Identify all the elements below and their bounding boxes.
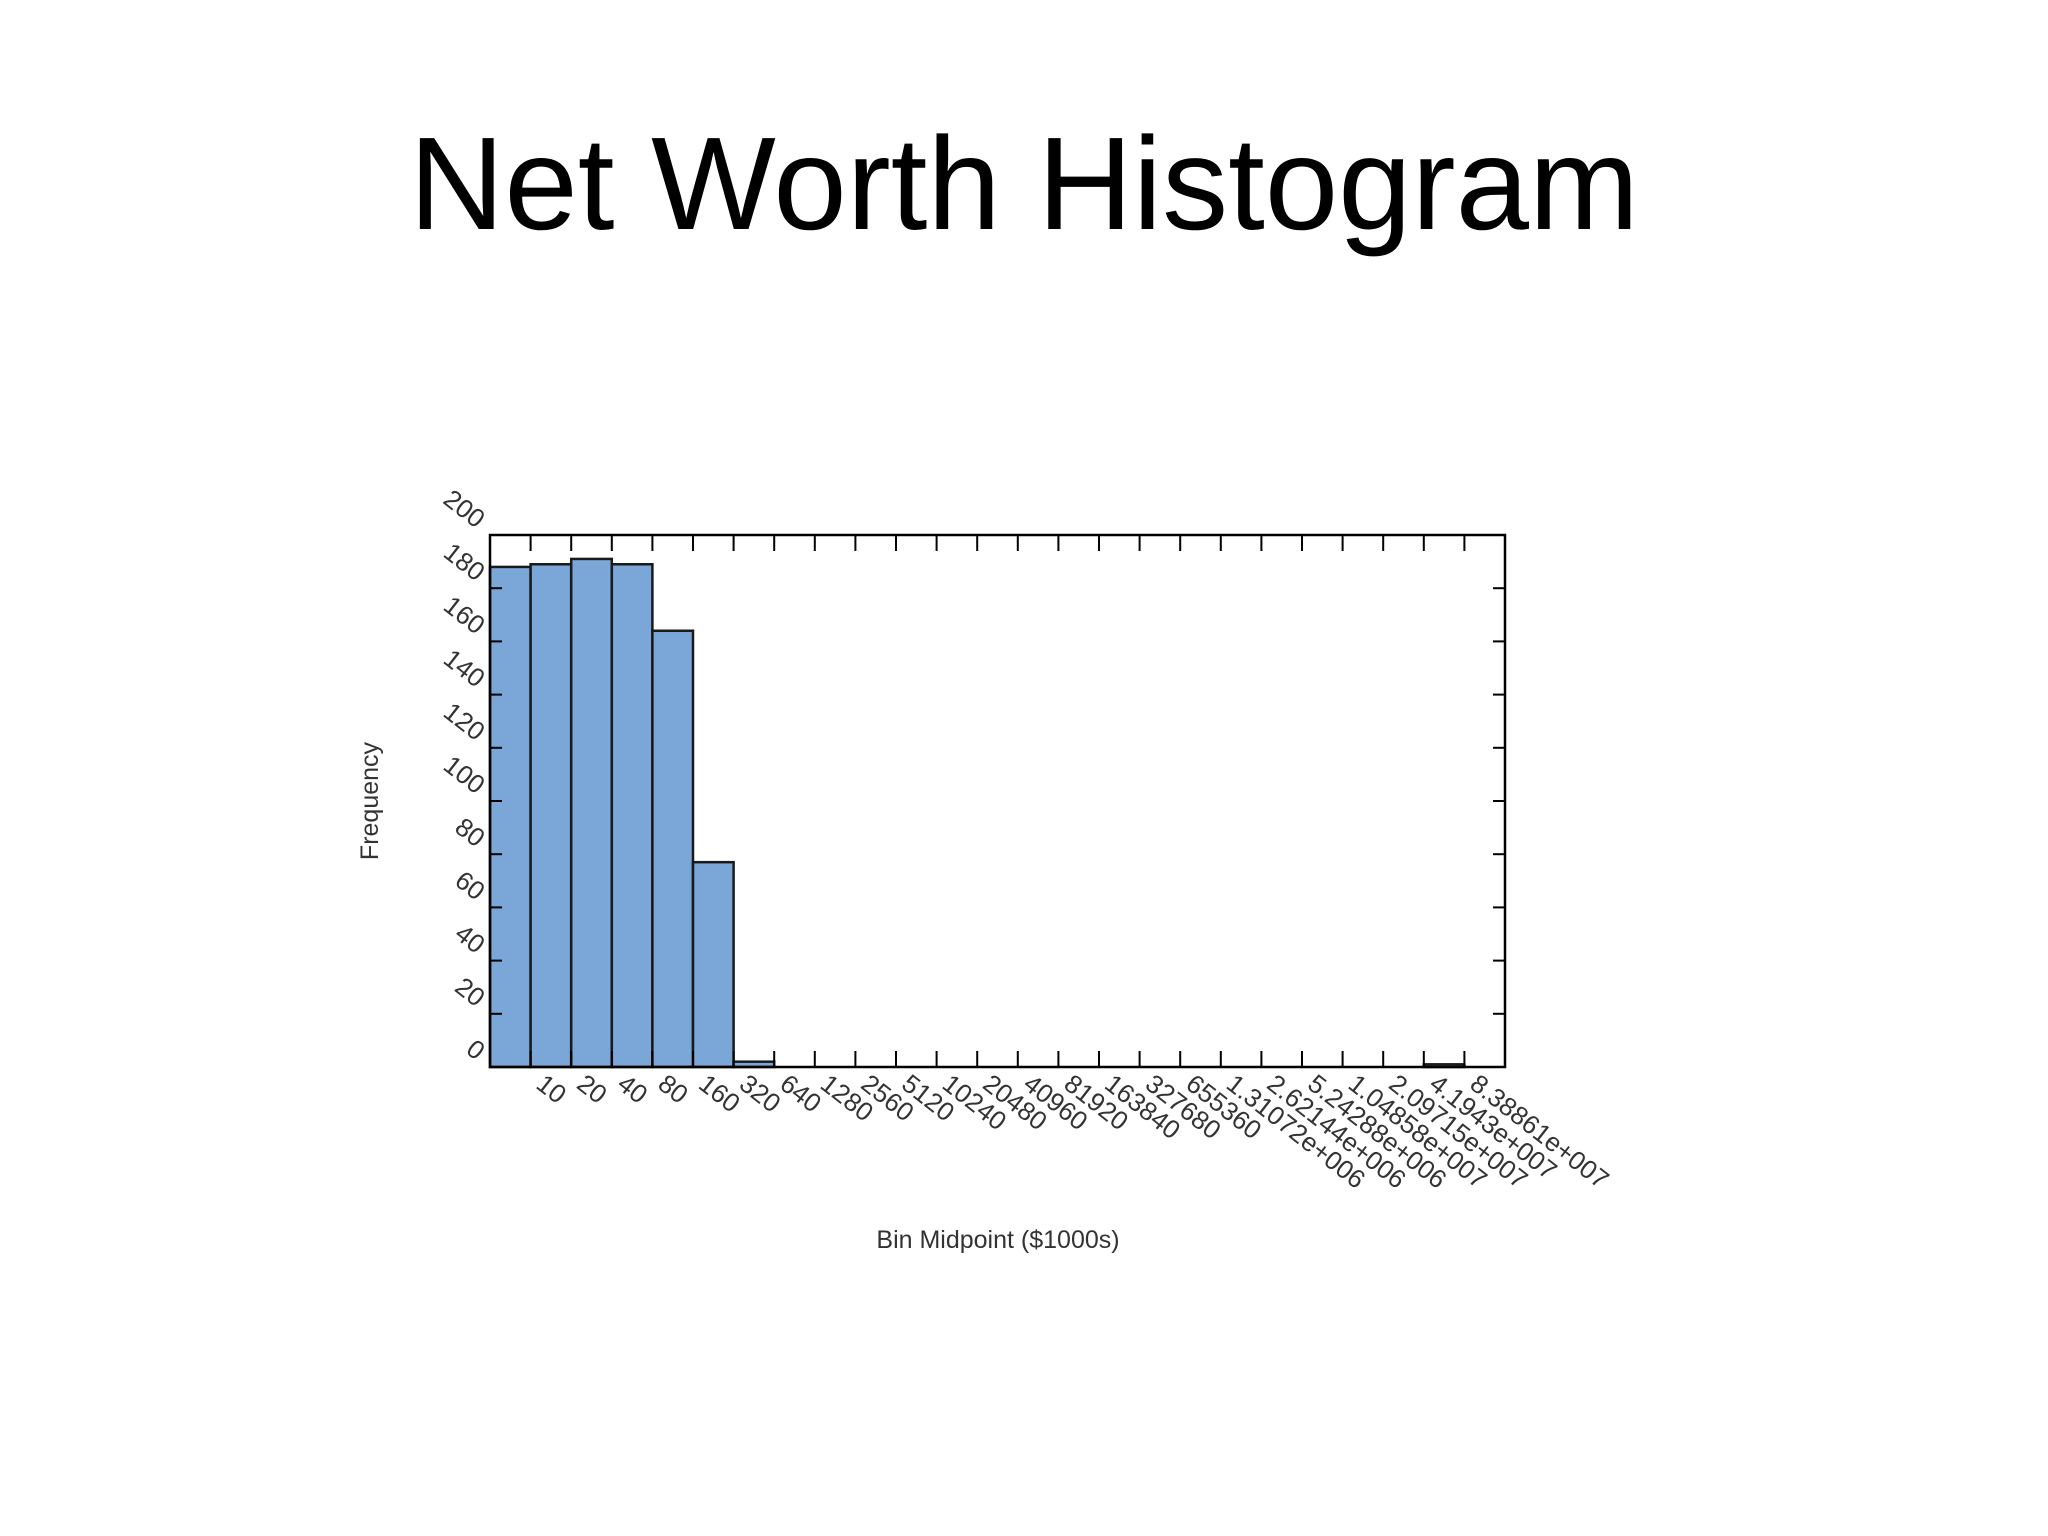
y-tick-label: 0 [461, 1033, 491, 1066]
y-tick-label: 160 [438, 590, 491, 640]
histogram-bar [610, 563, 654, 1069]
x-tick-labels: 10 20 40 80 16032064012802560512010240204804… [531, 1068, 1615, 1194]
y-tick-label: 80 [450, 811, 491, 852]
y-tick-label: 20 [450, 971, 491, 1012]
y-axis-label: Frequency [356, 741, 384, 860]
histogram-bar [569, 557, 614, 1069]
y-tick-label: 60 [450, 865, 491, 906]
y-tick-label: 180 [438, 537, 491, 587]
bar-group [488, 557, 1466, 1069]
tick-group [489, 534, 1506, 1068]
x-tick-label: 10 [531, 1068, 572, 1109]
y-tick-label: 120 [438, 696, 491, 746]
y-tick-label: 140 [438, 643, 491, 693]
y-tick-label: 100 [438, 749, 491, 799]
y-tick-label: 200 [438, 483, 491, 533]
x-tick-label: 80 [653, 1068, 694, 1109]
histogram-bar [691, 860, 735, 1069]
slide-title: Net Worth Histogram [409, 110, 1639, 257]
x-tick-label: 20 [572, 1068, 613, 1109]
histogram-bar [529, 563, 573, 1069]
x-tick-label: 40 [612, 1068, 653, 1109]
histogram-bar [488, 565, 532, 1069]
y-tick-label: 40 [450, 918, 491, 959]
histogram-bar [651, 629, 695, 1069]
x-axis-label: Bin Midpoint ($1000s) [876, 1226, 1119, 1254]
